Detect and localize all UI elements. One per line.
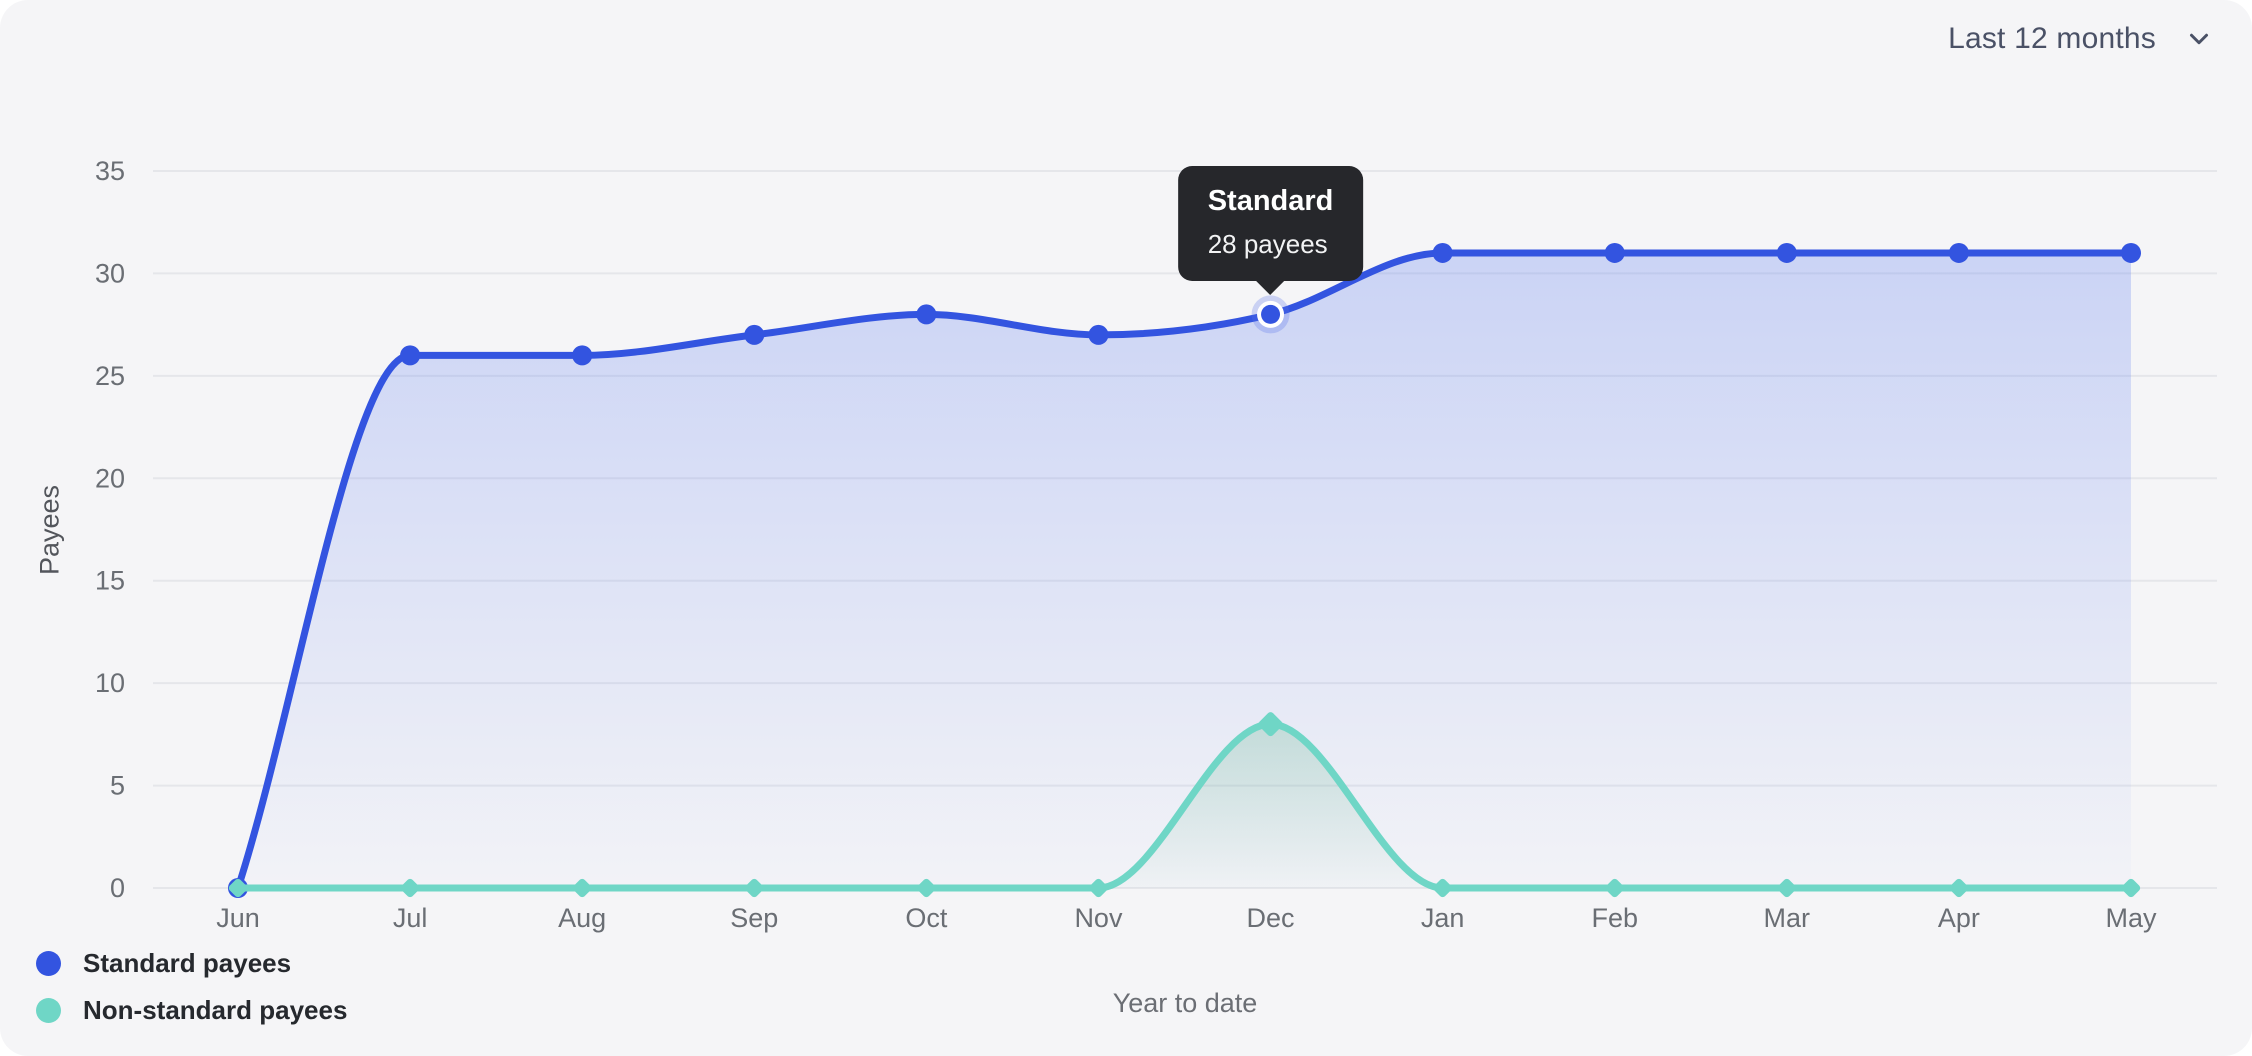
chevron-down-icon bbox=[2184, 24, 2214, 54]
standard-payees-swatch bbox=[36, 951, 61, 976]
x-tick-label: Aug bbox=[558, 903, 606, 933]
y-tick-label: 20 bbox=[95, 463, 125, 493]
y-tick-label: 5 bbox=[110, 771, 125, 801]
x-tick-label: May bbox=[2105, 903, 2157, 933]
x-tick-label: Mar bbox=[1764, 903, 1811, 933]
non-standard-payees-swatch bbox=[36, 998, 61, 1023]
legend-item-standard-payees[interactable]: Standard payees bbox=[36, 948, 347, 979]
chart-legend: Standard payees Non-standard payees bbox=[36, 948, 347, 1026]
time-range-selector[interactable]: Last 12 months bbox=[1948, 16, 2214, 62]
x-tick-label: Oct bbox=[905, 903, 948, 933]
y-axis-title: Payees bbox=[34, 484, 65, 576]
legend-label: Standard payees bbox=[83, 948, 292, 978]
x-tick-label: Jun bbox=[216, 903, 260, 933]
y-tick-label: 35 bbox=[95, 156, 125, 186]
data-point[interactable] bbox=[227, 877, 248, 898]
x-tick-label: Dec bbox=[1247, 903, 1295, 933]
data-point[interactable] bbox=[1432, 242, 1453, 263]
x-tick-label: Sep bbox=[730, 903, 778, 933]
x-tick-label: Jul bbox=[393, 903, 428, 933]
y-tick-label: 0 bbox=[110, 873, 125, 903]
data-point[interactable] bbox=[1257, 711, 1284, 738]
data-point[interactable] bbox=[916, 877, 937, 898]
y-tick-label: 10 bbox=[95, 668, 125, 698]
data-point[interactable] bbox=[1088, 877, 1109, 898]
data-point[interactable] bbox=[1776, 877, 1797, 898]
active-data-point[interactable] bbox=[1251, 295, 1290, 334]
y-tick-label: 25 bbox=[95, 361, 125, 391]
x-tick-label: Feb bbox=[1591, 903, 1638, 933]
data-point[interactable] bbox=[1604, 877, 1625, 898]
tooltip-value: 28 payees bbox=[1207, 229, 1328, 260]
data-point[interactable] bbox=[744, 877, 765, 898]
data-point[interactable] bbox=[1948, 242, 1969, 263]
legend-label: Non-standard payees bbox=[83, 995, 348, 1025]
area-standard bbox=[238, 252, 2131, 888]
x-tick-label: Apr bbox=[1938, 903, 1980, 933]
x-axis-title: Year to date bbox=[1112, 988, 1258, 1018]
time-range-label: Last 12 months bbox=[1948, 22, 2156, 55]
data-point[interactable] bbox=[1432, 877, 1453, 898]
data-point[interactable] bbox=[1948, 877, 1969, 898]
legend-item-non-standard-payees[interactable]: Non-standard payees bbox=[36, 995, 347, 1026]
tooltip-series-name: Standard bbox=[1207, 185, 1334, 218]
x-tick-label: Nov bbox=[1074, 903, 1123, 933]
data-point[interactable] bbox=[399, 877, 420, 898]
data-point[interactable] bbox=[2120, 877, 2141, 898]
data-point[interactable] bbox=[2120, 242, 2141, 263]
y-tick-label: 30 bbox=[95, 258, 125, 288]
y-tick-label: 15 bbox=[95, 566, 125, 596]
data-point[interactable] bbox=[744, 324, 765, 345]
data-point[interactable] bbox=[1604, 242, 1625, 263]
data-point[interactable] bbox=[572, 345, 593, 366]
data-point[interactable] bbox=[1776, 242, 1797, 263]
data-point[interactable] bbox=[916, 304, 937, 325]
data-point[interactable] bbox=[1088, 324, 1109, 345]
data-point[interactable] bbox=[400, 345, 421, 366]
data-point[interactable] bbox=[572, 877, 593, 898]
x-tick-label: Jan bbox=[1421, 903, 1465, 933]
chart-tooltip: Standard 28 payees bbox=[1177, 166, 1364, 282]
